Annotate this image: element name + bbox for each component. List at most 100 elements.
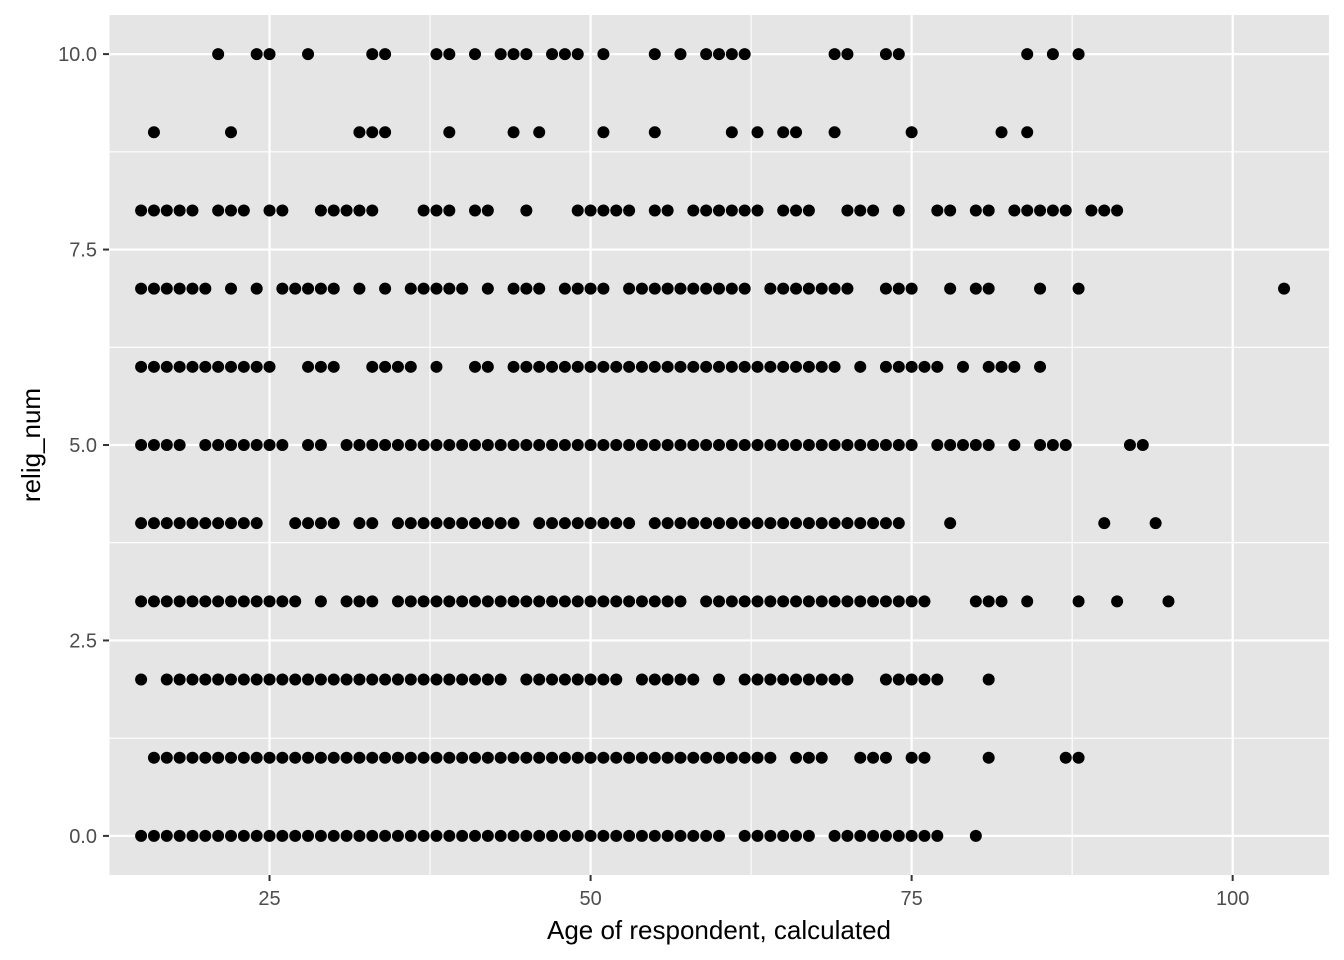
scatter-point [147,360,160,373]
scatter-point [1072,751,1085,764]
scatter-point [1008,204,1021,217]
scatter-point [841,204,854,217]
scatter-point [263,204,276,217]
scatter-point [404,360,417,373]
scatter-point [751,673,764,686]
y-tick-label: 0.0 [69,826,97,848]
scatter-point [212,595,225,608]
scatter-point [751,751,764,764]
scatter-point [160,204,173,217]
scatter-point [918,360,931,373]
y-tick-label: 7.5 [69,240,97,262]
scatter-point [905,595,918,608]
scatter-point [854,829,867,842]
scatter-point [790,282,803,295]
x-tick-label: 75 [901,888,923,910]
scatter-point [443,673,456,686]
scatter-point [790,439,803,451]
scatter-point [507,282,520,295]
scatter-point [186,282,199,295]
scatter-point [366,360,379,373]
scatter-point [173,595,186,608]
y-tick-label: 5.0 [69,435,97,457]
scatter-point [379,751,392,764]
scatter-point [892,517,905,530]
scatter-point [828,517,841,530]
scatter-point [674,751,687,764]
scatter-point [276,751,289,764]
scatter-point [969,204,982,217]
scatter-point [135,517,148,530]
scatter-point [199,517,212,530]
scatter-point [879,517,892,530]
scatter-point [777,595,790,608]
scatter-point [597,126,610,139]
scatter-point [700,829,713,842]
scatter-point [687,673,700,686]
scatter-point [314,595,327,608]
scatter-point [225,439,237,451]
scatter-point [276,595,289,608]
scatter-point [340,751,353,764]
scatter-point [353,517,366,530]
scatter-point [854,751,867,764]
scatter-point [443,595,456,608]
scatter-point [738,595,751,608]
scatter-point [404,673,417,686]
scatter-point [828,439,841,451]
scatter-point [854,360,867,373]
scatter-point [764,282,777,295]
scatter-point [417,517,430,530]
scatter-point [507,751,520,764]
scatter-point [147,595,160,608]
scatter-point [892,673,905,686]
scatter-point [417,595,430,608]
scatter-point [841,282,854,295]
scatter-point [790,673,803,686]
scatter-point [225,829,237,842]
scatter-point [571,282,584,295]
y-axis: 0.0 2.5 5.0 7.5 10.0 [58,44,109,848]
scatter-point [494,48,507,61]
scatter-point [751,360,764,373]
scatter-point [1162,595,1175,608]
scatter-point [610,517,623,530]
scatter-point [700,751,713,764]
scatter-point [237,439,250,451]
scatter-point [263,439,276,451]
scatter-point [533,126,546,139]
scatter-point [764,360,777,373]
scatter-point [661,204,674,217]
scatter-point [648,48,661,61]
scatter-point [225,204,237,217]
scatter-point [571,751,584,764]
scatter-point [456,439,469,451]
scatter-point [584,595,597,608]
scatter-point [648,829,661,842]
scatter-point [469,595,481,608]
scatter-point [520,595,533,608]
scatter-point [379,439,392,451]
scatter-point [314,439,327,451]
scatter-point [225,673,237,686]
scatter-point [700,48,713,61]
scatter-point [250,282,263,295]
scatter-point [443,204,456,217]
scatter-point [302,829,315,842]
scatter-point [661,829,674,842]
scatter-point [1046,439,1059,451]
scatter-point [892,829,905,842]
scatter-point [404,282,417,295]
scatter-point [828,360,841,373]
scatter-point [982,751,995,764]
scatter-point [173,673,186,686]
scatter-point [687,751,700,764]
scatter-point [725,751,738,764]
scatter-point [366,48,379,61]
scatter-point [302,360,315,373]
scatter-point [212,439,225,451]
scatter-point [751,829,764,842]
scatter-point [892,48,905,61]
scatter-point [1085,204,1098,217]
scatter-point [713,673,725,686]
